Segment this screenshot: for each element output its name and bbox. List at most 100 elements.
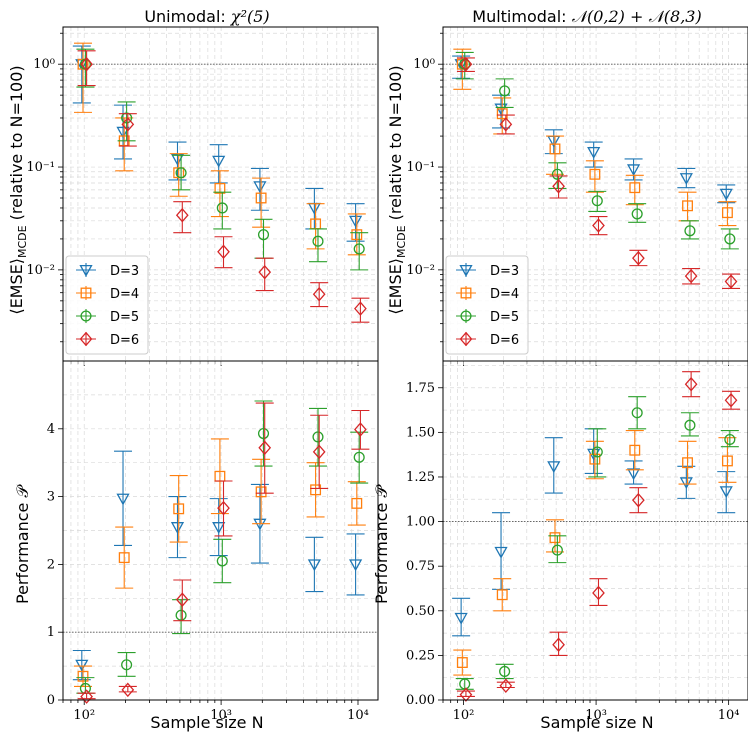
data-point — [551, 544, 563, 556]
data-point — [118, 552, 130, 564]
data-point — [499, 117, 513, 132]
data-point — [253, 518, 267, 531]
data-point — [307, 559, 321, 572]
axes-frame — [62, 360, 379, 701]
data-point — [354, 422, 367, 437]
data-point — [724, 274, 738, 289]
series-D=5 — [76, 400, 369, 695]
data-point — [587, 146, 601, 159]
data-point — [212, 522, 226, 534]
legend-label: D=6 — [110, 333, 139, 348]
ylabel-top-left: ⟨EMSE⟩MCDE (relative to N=100) — [7, 65, 29, 314]
data-point — [459, 56, 473, 72]
data-point — [721, 207, 733, 219]
data-point — [310, 484, 322, 496]
data-point — [632, 250, 645, 266]
data-point — [626, 164, 641, 177]
legend-label: D=3 — [490, 264, 519, 279]
data-point — [170, 153, 185, 166]
y-tick-label: 10⁻² — [406, 263, 435, 278]
data-point — [454, 612, 468, 625]
data-point — [214, 182, 226, 194]
data-point — [724, 392, 738, 408]
data-point — [626, 468, 641, 481]
y-tick-label: 0 — [47, 693, 55, 708]
data-point — [253, 181, 267, 194]
data-point — [121, 659, 133, 671]
data-point — [216, 555, 228, 567]
grid — [443, 361, 748, 700]
data-point — [257, 229, 270, 241]
y-tick-label: 1.00 — [406, 515, 435, 530]
data-point — [121, 682, 135, 698]
data-point — [353, 451, 365, 463]
data-point — [592, 585, 605, 601]
data-point — [719, 486, 733, 499]
x-tick-label: 10⁴ — [347, 708, 369, 723]
data-point — [684, 419, 696, 431]
data-point — [589, 453, 601, 465]
data-point — [629, 444, 641, 456]
data-point — [121, 117, 135, 132]
data-point — [499, 678, 513, 694]
data-point — [631, 407, 643, 419]
data-point — [679, 173, 693, 185]
series-D=3 — [452, 55, 736, 204]
x-tick-label: 10² — [453, 708, 475, 723]
data-point — [255, 192, 267, 204]
legend-box — [65, 255, 149, 355]
data-point — [173, 503, 185, 515]
x-tick-label: 10² — [73, 708, 95, 723]
data-point — [719, 188, 733, 201]
data-point — [456, 657, 468, 668]
series-D=5 — [455, 51, 739, 250]
legend-marker — [460, 310, 472, 322]
panel-1: 10⁰ 10⁻¹ 10⁻² D=3 D=4 D=5 D=6 — [406, 26, 748, 366]
data-point — [212, 155, 226, 168]
legend-label: D=5 — [110, 310, 139, 325]
x-tick-label: 10³ — [210, 708, 232, 723]
data-point — [632, 492, 645, 508]
data-point — [116, 126, 130, 139]
data-point — [494, 546, 508, 559]
y-tick-label: 2 — [47, 557, 55, 572]
panel-3: 0.00 0.25 0.50 0.75 1.00 1.25 1.50 1.75 10² 10³ 10… — [406, 360, 748, 723]
data-point — [75, 659, 89, 672]
data-point — [459, 687, 473, 702]
data-point — [121, 112, 133, 124]
data-point — [258, 264, 272, 280]
data-point — [589, 168, 601, 180]
data-point — [77, 670, 89, 682]
data-point — [348, 215, 363, 228]
y-tick-label: 4 — [47, 422, 55, 437]
data-point — [353, 243, 365, 255]
data-point — [496, 108, 508, 120]
data-point — [631, 208, 643, 220]
ylabel-top-right: ⟨EMSE⟩MCDE (relative to N=100) — [386, 65, 408, 314]
y-tick-label: 1.25 — [406, 470, 435, 485]
y-tick-label: 0.25 — [406, 648, 435, 663]
y-tick-label: 10⁻¹ — [26, 160, 55, 175]
data-point — [724, 233, 736, 245]
x-tick-label: 10³ — [585, 708, 607, 723]
data-point — [682, 200, 693, 212]
legend-label: D=6 — [490, 333, 519, 348]
x-tick-label: 10⁴ — [718, 708, 740, 723]
y-tick-label: 10⁻² — [26, 263, 55, 278]
y-tick-label: 0.75 — [406, 559, 435, 574]
data-point — [592, 218, 605, 233]
data-point — [547, 461, 561, 474]
legend-marker — [459, 331, 473, 347]
data-point — [591, 195, 603, 207]
y-tick-label: 3 — [47, 490, 55, 505]
series-D=4 — [453, 48, 737, 227]
data-point — [682, 457, 693, 469]
data-point — [216, 202, 228, 214]
series-D=6 — [456, 371, 741, 702]
data-point — [549, 532, 561, 544]
legend: D=3 D=4 D=5 D=6 — [445, 255, 529, 355]
data-point — [591, 446, 603, 458]
legend-label: D=4 — [490, 287, 519, 302]
data-point — [312, 431, 324, 443]
